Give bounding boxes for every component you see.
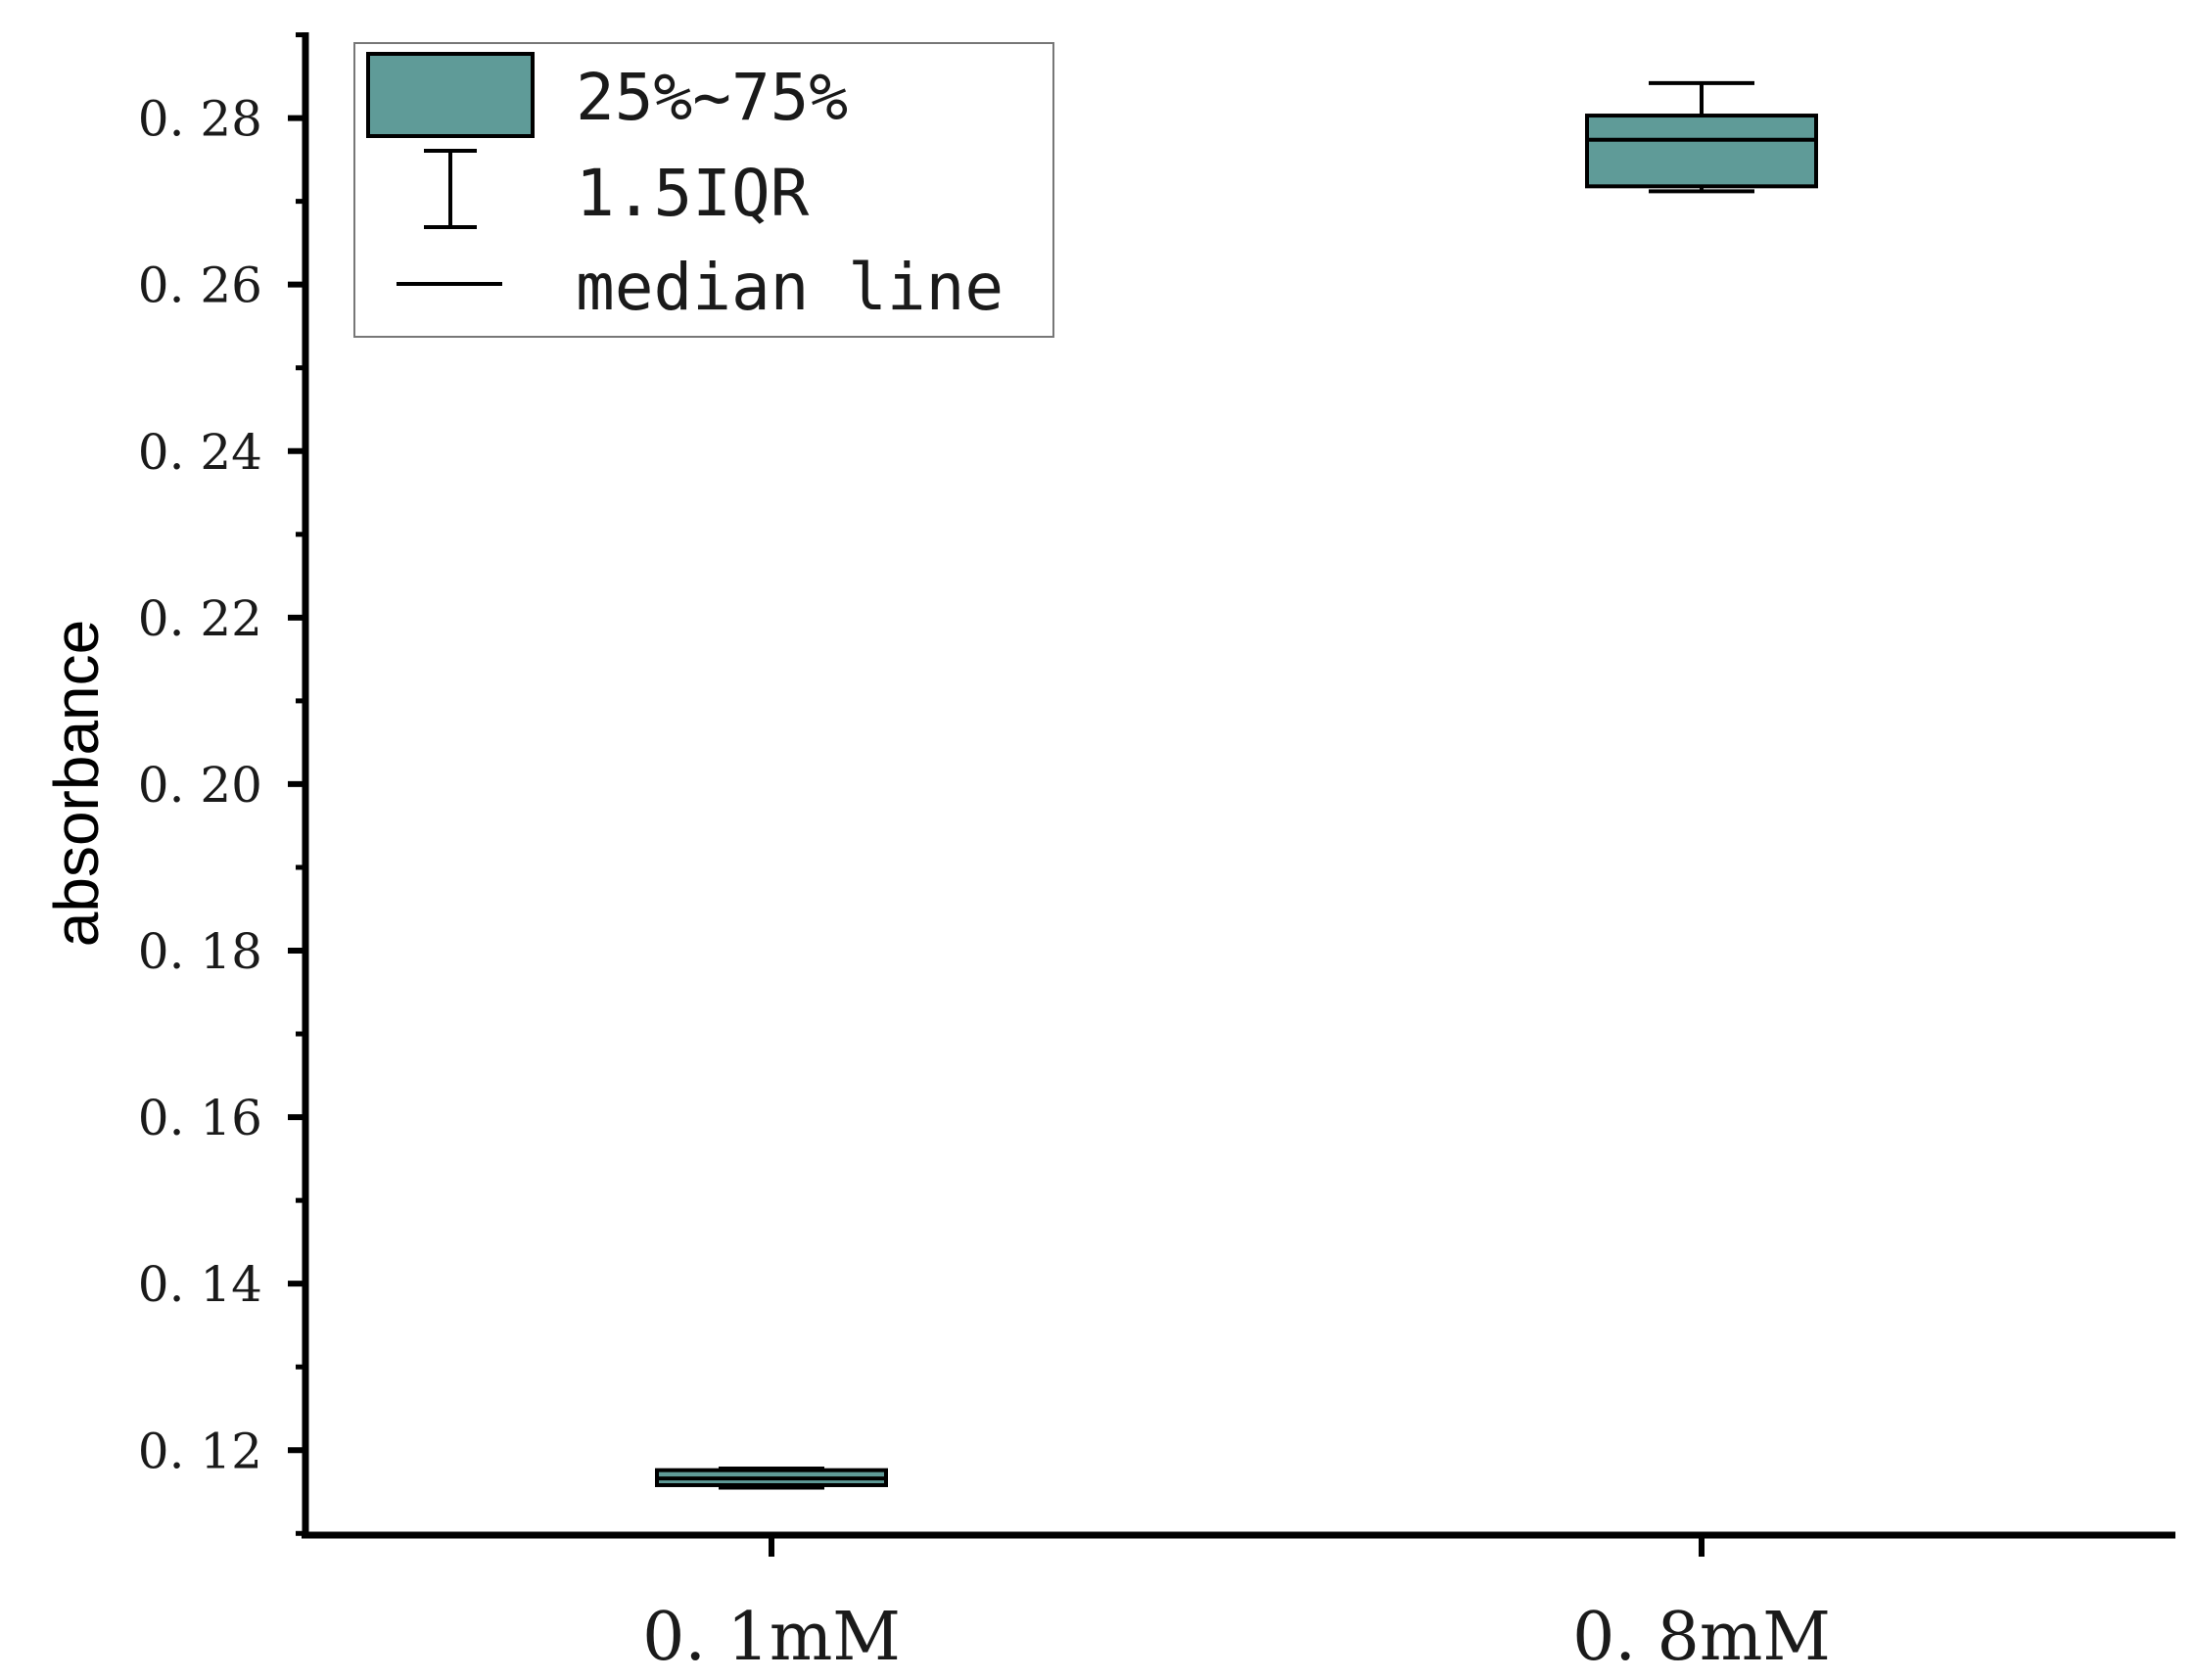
x-axis-tick-labels: 0. 1mM 0. 8mM — [642, 1599, 1831, 1676]
y-tick-label: 0. 22 — [138, 590, 262, 647]
legend: 25%~75% 1.5IQR median line — [353, 42, 1054, 338]
legend-label-median: median line — [576, 250, 1004, 325]
y-tick-label: 0. 18 — [138, 923, 262, 980]
legend-whisker-symbol — [424, 149, 477, 229]
legend-label-iqr-box: 25%~75% — [576, 60, 848, 135]
x-axis-ticks — [769, 1535, 1705, 1557]
y-tick-label: 0. 20 — [138, 757, 262, 814]
y-axis-tick-labels: 0. 12 0. 14 0. 16 0. 18 0. 20 0. 22 0. 24 0. 26… — [138, 91, 262, 1480]
legend-label-whisker: 1.5IQR — [576, 156, 810, 231]
y-tick-label: 0. 28 — [138, 91, 262, 148]
legend-box-swatch — [366, 52, 535, 138]
y-axis-title: absorbance — [41, 620, 112, 947]
box-2 — [1585, 80, 1818, 194]
y-tick-label: 0. 16 — [138, 1090, 262, 1146]
y-tick-label: 0. 24 — [138, 424, 262, 481]
y-tick-label: 0. 12 — [138, 1423, 262, 1479]
x-category-label: 0. 1mM — [642, 1599, 901, 1676]
x-category-label: 0. 8mM — [1572, 1599, 1831, 1676]
iqr-box — [1585, 114, 1818, 189]
box-1 — [655, 1466, 888, 1490]
box-series — [655, 80, 1818, 1490]
y-tick-label: 0. 26 — [138, 257, 262, 314]
y-tick-label: 0. 14 — [138, 1256, 262, 1313]
